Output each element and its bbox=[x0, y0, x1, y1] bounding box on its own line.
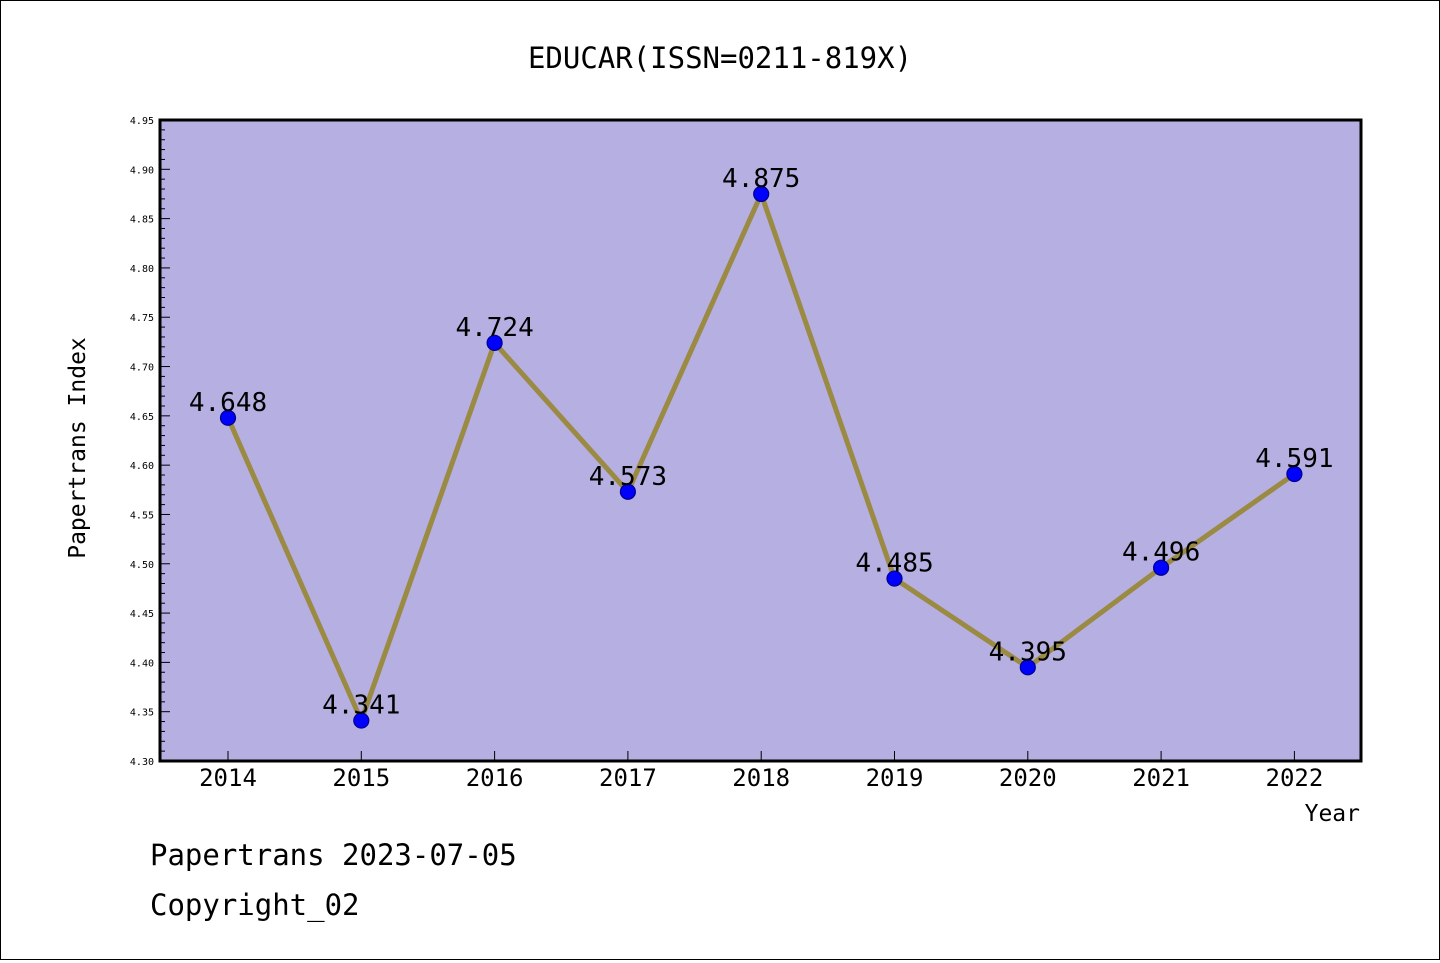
data-point bbox=[1152, 559, 1170, 576]
y-tick-label: 4.30 bbox=[130, 757, 154, 768]
data-point bbox=[219, 409, 237, 426]
y-tick-label: 4.85 bbox=[130, 215, 154, 226]
x-tick-label: 2016 bbox=[466, 764, 524, 792]
footer-date: Papertrans 2023-07-05 bbox=[150, 838, 517, 872]
data-label: 4.496 bbox=[1122, 538, 1200, 568]
data-point bbox=[619, 483, 637, 500]
y-tick-label: 4.90 bbox=[130, 165, 154, 176]
y-tick-label: 4.70 bbox=[130, 363, 154, 374]
data-labels: 4.648 4.341 4.724 4.573 4.875 4.485 4.395 4.496… bbox=[189, 164, 1334, 721]
y-tick-label: 4.80 bbox=[130, 264, 154, 275]
data-point bbox=[353, 712, 370, 729]
data-point bbox=[753, 185, 770, 203]
data-label: 4.395 bbox=[989, 637, 1067, 667]
series-markers bbox=[219, 185, 1303, 729]
data-point bbox=[486, 334, 503, 351]
y-axis: 4.30 4.35 4.40 4.45 4.50 4.55 4.60 4.65 4.70 4.75… bbox=[130, 116, 170, 768]
y-tick-label: 4.35 bbox=[130, 708, 154, 719]
x-tick-label: 2015 bbox=[332, 764, 390, 792]
data-label: 4.875 bbox=[722, 164, 800, 194]
data-point bbox=[1019, 659, 1036, 676]
data-label: 4.648 bbox=[189, 388, 267, 418]
y-tick-label: 4.65 bbox=[130, 412, 154, 423]
y-tick-label: 4.60 bbox=[130, 461, 154, 472]
y-axis-label: Papertrans Index bbox=[65, 337, 91, 559]
x-tick-label: 2018 bbox=[732, 764, 790, 792]
y-tick-label: 4.55 bbox=[130, 510, 154, 521]
data-label: 4.341 bbox=[322, 691, 400, 721]
y-tick-label: 4.95 bbox=[130, 116, 154, 127]
data-point bbox=[1286, 465, 1303, 483]
y-tick-label: 4.75 bbox=[130, 313, 154, 324]
plot-border bbox=[158, 118, 1363, 763]
x-tick-label: 2017 bbox=[599, 764, 657, 792]
x-tick-label: 2014 bbox=[199, 764, 257, 792]
plot-area bbox=[160, 120, 1361, 761]
data-point bbox=[886, 570, 903, 587]
y-tick-label: 4.45 bbox=[130, 609, 154, 620]
x-axis-label: Year bbox=[1305, 801, 1360, 827]
chart-title: EDUCAR(ISSN=0211-819X) bbox=[528, 41, 912, 75]
x-tick-label: 2019 bbox=[866, 764, 924, 792]
data-label: 4.573 bbox=[589, 462, 667, 492]
x-tick-label: 2021 bbox=[1132, 764, 1190, 792]
x-tick-label: 2022 bbox=[1266, 764, 1324, 792]
y-tick-label: 4.50 bbox=[130, 560, 154, 571]
data-label: 4.485 bbox=[855, 549, 933, 579]
data-label: 4.591 bbox=[1255, 444, 1333, 474]
x-axis: 2014 2015 2016 2017 2018 2019 2020 2021 2022 bbox=[199, 751, 1323, 792]
y-tick-label: 4.40 bbox=[130, 658, 154, 669]
x-tick-label: 2020 bbox=[999, 764, 1057, 792]
footer-copyright: Copyright_02 bbox=[150, 888, 360, 923]
data-label: 4.724 bbox=[455, 313, 533, 343]
